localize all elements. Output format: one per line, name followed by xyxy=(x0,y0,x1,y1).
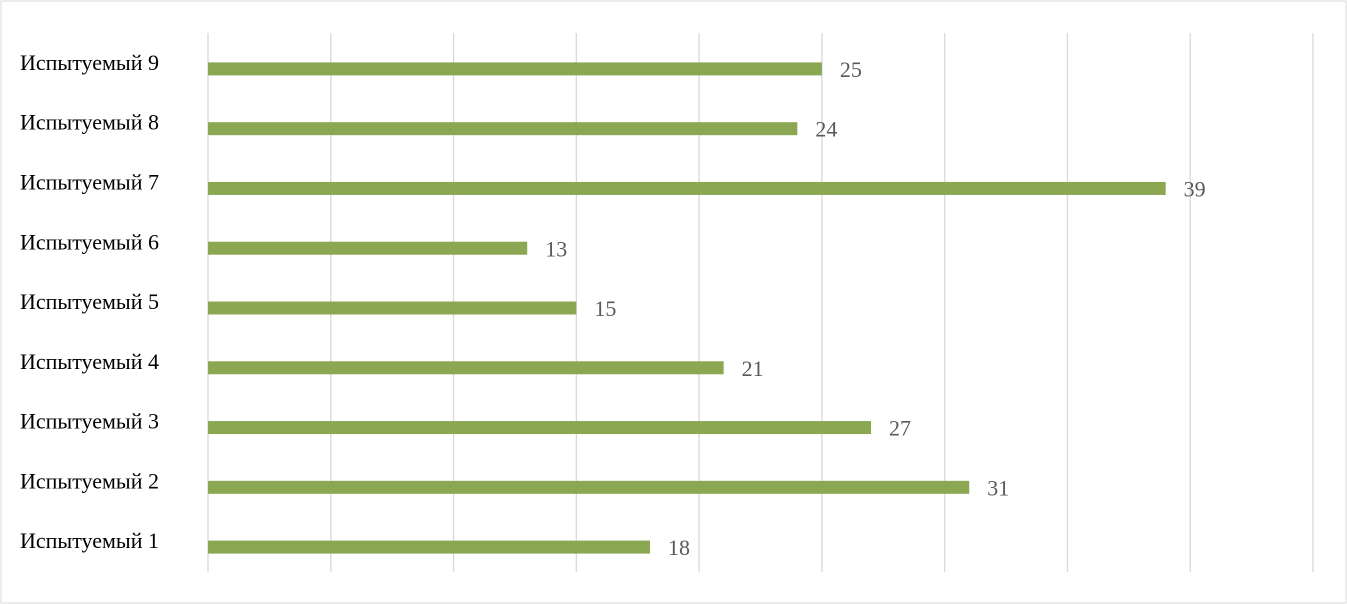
y-tick-label: Испытуемый 4 xyxy=(20,349,159,374)
value-label: 27 xyxy=(889,416,911,441)
y-tick-label: Испытуемый 8 xyxy=(20,110,159,135)
y-tick-label: Испытуемый 9 xyxy=(20,50,159,75)
bar xyxy=(208,540,650,554)
value-label: 13 xyxy=(545,236,567,261)
value-label: 15 xyxy=(594,296,616,321)
bar xyxy=(208,241,528,255)
bar xyxy=(208,361,724,375)
value-label: 25 xyxy=(840,57,862,82)
value-label: 31 xyxy=(987,475,1009,500)
value-label: 21 xyxy=(742,356,764,381)
bar xyxy=(208,480,970,494)
y-tick-label: Испытуемый 1 xyxy=(20,528,159,553)
y-tick-label: Испытуемый 7 xyxy=(20,169,159,194)
bar xyxy=(208,122,798,136)
y-tick-label: Испытуемый 6 xyxy=(20,229,159,254)
bar xyxy=(208,301,577,315)
value-label: 24 xyxy=(815,117,837,142)
y-tick-label: Испытуемый 2 xyxy=(20,468,159,493)
bar xyxy=(208,181,1166,195)
value-label: 39 xyxy=(1184,176,1206,201)
bar xyxy=(208,421,871,435)
bar xyxy=(208,62,822,76)
value-label: 18 xyxy=(668,535,690,560)
y-tick-label: Испытуемый 5 xyxy=(20,289,159,314)
y-tick-label: Испытуемый 3 xyxy=(20,409,159,434)
